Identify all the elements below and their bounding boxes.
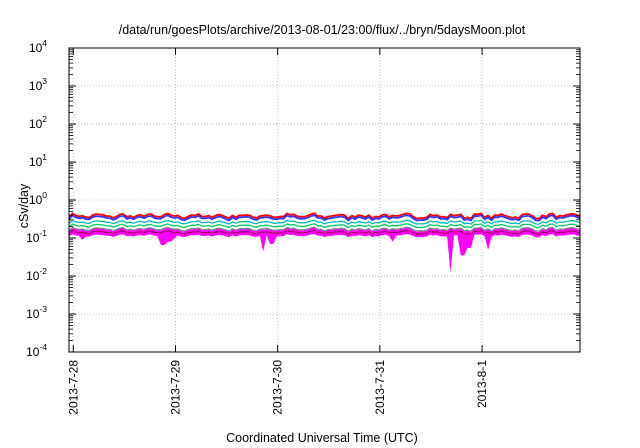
series-line (68, 214, 581, 222)
y-tick-label: 102 (29, 114, 47, 131)
flux-dip (460, 233, 466, 256)
series-line (68, 219, 581, 225)
series-line (68, 226, 581, 232)
x-tick-label: 2013-7-28 (66, 360, 80, 415)
flux-dip (485, 233, 491, 250)
y-tick-label: 10-3 (26, 304, 47, 321)
x-tick-label: 2013-7-29 (168, 360, 182, 415)
grid (69, 48, 580, 352)
flux-fill-area (69, 226, 580, 272)
y-tick-label: 10-2 (26, 266, 47, 283)
y-axis: 10-4 10-3 10-2 10-1 100 101 102 103 104 (26, 38, 580, 359)
series-line (68, 229, 581, 236)
flux-dip (260, 233, 266, 252)
x-tick-label: 2013-7-30 (271, 360, 285, 415)
y-tick-label: 104 (29, 38, 47, 55)
flux-dip (390, 233, 396, 242)
x-axis-label: Coordinated Universal Time (UTC) (226, 431, 418, 445)
series-line (68, 212, 581, 220)
flux-dip (172, 233, 178, 238)
flux-dip (160, 233, 166, 246)
flux-dip (447, 233, 453, 272)
flux-dip (166, 233, 172, 242)
flux-dip (466, 233, 472, 248)
y-tick-label: 10-4 (26, 342, 47, 359)
y-tick-label: 103 (29, 76, 47, 93)
y-tick-label: 100 (29, 190, 47, 207)
flux-dip (268, 233, 274, 244)
y-axis-label: cSv/day (17, 183, 31, 228)
y-tick-label: 101 (29, 152, 47, 169)
series-line (68, 223, 581, 229)
chart-title: /data/run/goesPlots/archive/2013-08-01/2… (119, 23, 526, 37)
x-axis: 2013-7-28 2013-7-29 2013-7-30 2013-7-31 2013… (66, 48, 489, 415)
x-tick-label: 2013-8-1 (475, 360, 489, 408)
plot-area (68, 212, 581, 272)
flux-dip (79, 233, 85, 240)
x-tick-label: 2013-7-31 (373, 360, 387, 415)
y-tick-label: 10-1 (26, 228, 47, 245)
